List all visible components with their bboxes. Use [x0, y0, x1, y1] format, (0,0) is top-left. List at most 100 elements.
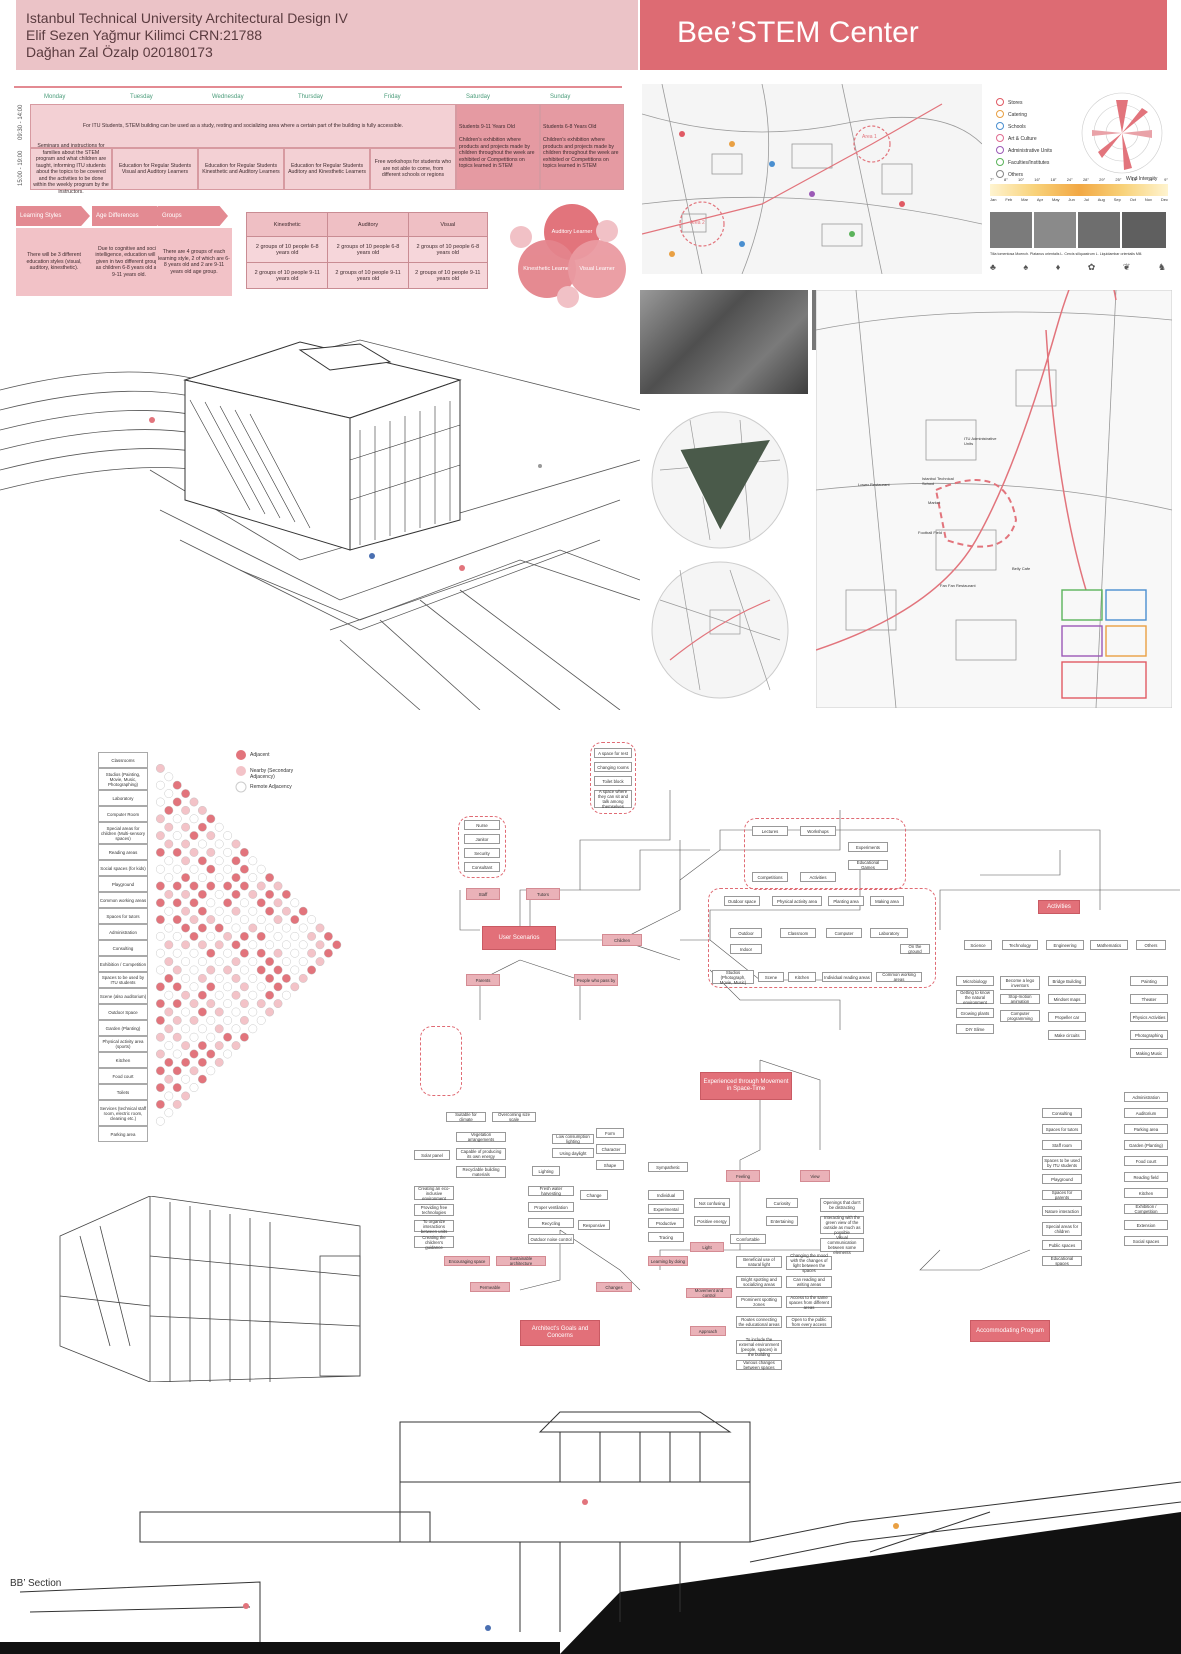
node-activities: Activities: [1038, 900, 1080, 914]
adjacency-dot: [206, 881, 216, 891]
adjacency-dot: [172, 1083, 182, 1092]
arch-node: Fresh water harvesting: [528, 1186, 574, 1196]
legend-stores: Stores: [1008, 100, 1023, 106]
space-node: Individual reading areas: [822, 972, 872, 982]
adjacency-dot: [231, 990, 241, 1000]
header-info-panel: Istanbul Technical University Architectu…: [16, 0, 638, 70]
adjacency-dot: [198, 990, 207, 1000]
accom-item: Spaces for tutors: [1042, 1124, 1082, 1134]
cat-icon: ♦: [1055, 262, 1061, 272]
adjacency-dot: [298, 957, 308, 967]
adjacency-dot: [189, 1066, 199, 1076]
adjacency-dot: [164, 772, 174, 782]
arch-node: Productive: [648, 1218, 684, 1228]
month: Jul: [1083, 197, 1089, 202]
adjacency-dot: [155, 1066, 165, 1076]
matrix-legend-adjacent: Adjacent: [250, 752, 270, 758]
accom-item: Educational spaces: [1042, 1256, 1082, 1266]
space-label: Social spaces (for kids): [98, 860, 148, 876]
node-architect-goals: Architect's Goals and Concerns: [520, 1320, 600, 1346]
space-label: Reading areas: [98, 844, 148, 860]
adjacency-dot: [240, 915, 249, 925]
temp: 9°: [1164, 177, 1168, 182]
arch-node: Suitable for climate: [446, 1112, 486, 1122]
adjacency-dot: [181, 1057, 190, 1067]
accom-item: Extension: [1124, 1220, 1168, 1230]
space-label: Studios (Painting, Movie, Music, Photogr…: [98, 768, 148, 790]
adjacency-dot: [172, 797, 182, 807]
adjacency-dot: [206, 931, 216, 941]
adjacency-dot: [231, 1041, 241, 1050]
staff-node: Janitor: [464, 834, 500, 844]
adjacency-dot: [189, 1083, 199, 1092]
feel-node: Positive energy: [694, 1216, 730, 1226]
space-label: Laboratory: [98, 790, 148, 806]
insect-icon: ✿: [1087, 262, 1096, 272]
adjacency-dot: [189, 1032, 199, 1042]
adjacency-dot: [248, 906, 258, 916]
arch-node: Form: [596, 1128, 624, 1138]
subject-technology: Technology: [1002, 940, 1038, 950]
space-node: Laboratory: [870, 928, 908, 938]
subject-item: Computer programming: [1000, 1010, 1040, 1022]
adjacency-dot: [256, 931, 266, 941]
cell: 2 groups of 10 people 9-11 years old: [245, 262, 329, 289]
accom-item: Spaces to be used by ITU students: [1042, 1156, 1082, 1170]
adjacency-dot: [189, 898, 199, 908]
col-visual: Visual: [407, 212, 489, 237]
adjacency-dot: [231, 957, 241, 967]
staff-node: Consultant: [464, 862, 500, 872]
adjacency-dot: [290, 915, 300, 925]
accom-item: Parking area: [1124, 1124, 1168, 1134]
staff-group: [458, 816, 506, 878]
adjacency-dot: [281, 889, 291, 899]
adjacency-dot: [231, 973, 241, 983]
node-experienced: Experienced through Movement in Space-Ti…: [700, 1072, 792, 1100]
area1-label: Area 1: [862, 134, 877, 140]
adjacency-dot: [214, 973, 224, 983]
adjacency-dot: [181, 940, 190, 950]
adjacency-dot: [240, 948, 249, 958]
adjacency-dot: [206, 999, 216, 1009]
site-map-detail: [816, 290, 1172, 708]
subject-item: Stop-motion animation: [1000, 994, 1040, 1004]
subject-item: Propeller car: [1048, 1012, 1086, 1022]
feel-node: Approach: [690, 1326, 726, 1336]
accom-item: Exhibition / Competition: [1124, 1204, 1168, 1214]
adjacency-dot: [206, 848, 216, 857]
arch-node: Vegetation arrangements: [456, 1132, 506, 1142]
adjacency-dot: [155, 915, 165, 925]
adjacency-dot: [256, 881, 266, 891]
temp: 29°: [1099, 177, 1106, 182]
temperature-labels: 7° 8° 10° 16° 18° 24° 28° 29° 25° 19° 14° 9°: [990, 177, 1168, 184]
adjacency-dot: [172, 948, 182, 958]
node-user-scenarios: User Scenarios: [482, 926, 556, 950]
adjacency-dot: [206, 965, 216, 975]
adjacency-dot: [189, 848, 199, 857]
rest-node: Changing rooms: [594, 762, 632, 772]
adjacency-dot: [164, 839, 174, 849]
temp: 16°: [1034, 177, 1041, 182]
node-parents: Parents: [466, 974, 500, 986]
adjacency-dot: [240, 848, 249, 857]
tree-photo-4: [1122, 212, 1166, 248]
cell: 2 groups of 10 people 9-11 years old: [327, 262, 409, 289]
arch-node: Tracing: [648, 1232, 684, 1242]
adjacency-dot: [181, 906, 190, 916]
adjacency-dot: [281, 906, 291, 916]
adjacency-dot: [189, 948, 199, 958]
animal-icons: ♣ ♠ ♦ ✿ ❦ ♞: [990, 262, 1166, 273]
feel-node: To include the external environment (peo…: [736, 1337, 782, 1357]
adjacency-dot: [189, 814, 199, 824]
adjacency-dot: [214, 923, 224, 933]
space-label: Services (technical staff room, electric…: [98, 1100, 148, 1126]
feel-node: Curiosity: [766, 1198, 798, 1208]
adjacency-dot: [248, 973, 258, 983]
adjacency-dot: [231, 940, 241, 950]
adjacency-dot: [281, 973, 291, 983]
adjacency-dot: [206, 982, 216, 992]
adjacency-dot: [172, 1032, 182, 1042]
space-label: Computer Room: [98, 806, 148, 822]
tab-age-differences: Age Differences: [92, 206, 166, 226]
month: May: [1051, 197, 1060, 202]
